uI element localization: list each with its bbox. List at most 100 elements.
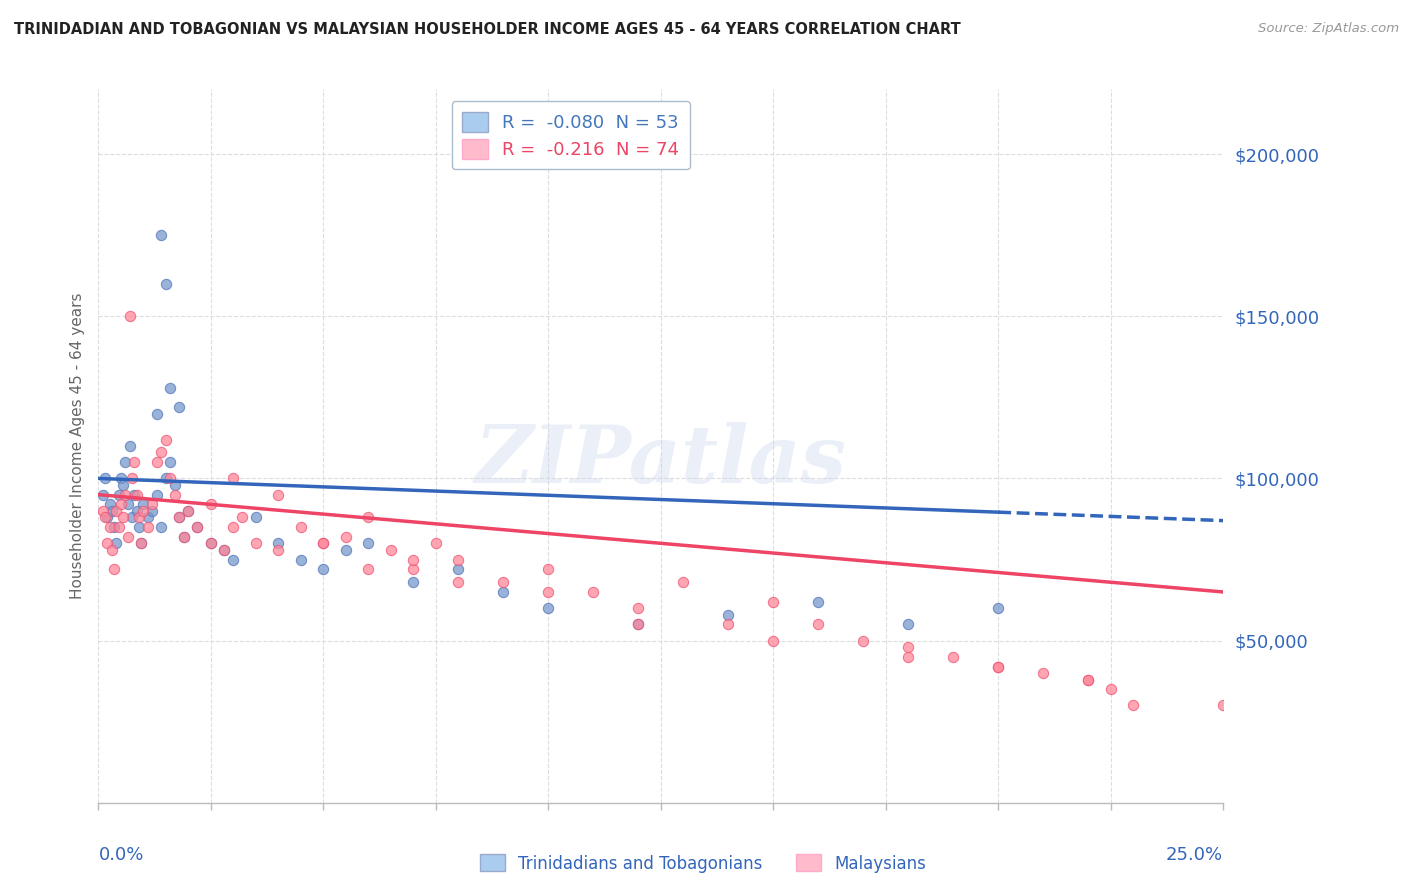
Point bbox=[186, 520, 208, 534]
Point bbox=[1122, 698, 1144, 713]
Point bbox=[447, 562, 470, 576]
Point bbox=[132, 504, 155, 518]
Point bbox=[112, 510, 135, 524]
Point bbox=[312, 562, 335, 576]
Point bbox=[537, 601, 560, 615]
Point bbox=[105, 504, 128, 518]
Point bbox=[987, 601, 1010, 615]
Point bbox=[942, 649, 965, 664]
Point bbox=[402, 562, 425, 576]
Point bbox=[129, 536, 152, 550]
Point bbox=[402, 575, 425, 590]
Point bbox=[290, 552, 312, 566]
Point bbox=[807, 595, 830, 609]
Point bbox=[117, 497, 139, 511]
Point bbox=[125, 504, 148, 518]
Point bbox=[118, 439, 141, 453]
Point bbox=[807, 617, 830, 632]
Point bbox=[627, 617, 650, 632]
Point bbox=[121, 471, 143, 485]
Point bbox=[222, 520, 245, 534]
Point bbox=[357, 536, 380, 550]
Point bbox=[897, 617, 920, 632]
Point bbox=[117, 530, 139, 544]
Point bbox=[155, 471, 177, 485]
Point bbox=[492, 575, 515, 590]
Point bbox=[447, 552, 470, 566]
Point bbox=[200, 536, 222, 550]
Text: TRINIDADIAN AND TOBAGONIAN VS MALAYSIAN HOUSEHOLDER INCOME AGES 45 - 64 YEARS CO: TRINIDADIAN AND TOBAGONIAN VS MALAYSIAN … bbox=[14, 22, 960, 37]
Point bbox=[987, 659, 1010, 673]
Legend: Trinidadians and Tobagonians, Malaysians: Trinidadians and Tobagonians, Malaysians bbox=[474, 847, 932, 880]
Point bbox=[103, 520, 125, 534]
Point bbox=[717, 607, 740, 622]
Point bbox=[110, 497, 132, 511]
Point bbox=[312, 536, 335, 550]
Point bbox=[146, 488, 169, 502]
Point bbox=[155, 433, 177, 447]
Point bbox=[128, 510, 150, 524]
Point bbox=[214, 542, 236, 557]
Point bbox=[112, 478, 135, 492]
Point bbox=[150, 445, 173, 459]
Point bbox=[159, 471, 181, 485]
Point bbox=[159, 455, 181, 469]
Legend: R =  -0.080  N = 53, R =  -0.216  N = 74: R = -0.080 N = 53, R = -0.216 N = 74 bbox=[451, 102, 690, 169]
Point bbox=[107, 520, 129, 534]
Point bbox=[169, 510, 191, 524]
Point bbox=[146, 455, 169, 469]
Text: ZIPatlas: ZIPatlas bbox=[475, 422, 846, 499]
Point bbox=[425, 536, 447, 550]
Point bbox=[129, 536, 152, 550]
Point bbox=[107, 488, 129, 502]
Point bbox=[124, 488, 146, 502]
Point bbox=[897, 649, 920, 664]
Point bbox=[124, 455, 146, 469]
Point bbox=[357, 562, 380, 576]
Point bbox=[267, 536, 290, 550]
Point bbox=[173, 530, 195, 544]
Point bbox=[118, 310, 141, 324]
Point bbox=[177, 504, 200, 518]
Point bbox=[231, 510, 253, 524]
Point bbox=[103, 562, 125, 576]
Point bbox=[1099, 682, 1122, 697]
Point bbox=[672, 575, 695, 590]
Point bbox=[214, 542, 236, 557]
Point bbox=[312, 536, 335, 550]
Point bbox=[380, 542, 402, 557]
Point bbox=[98, 520, 121, 534]
Point bbox=[101, 542, 124, 557]
Text: Source: ZipAtlas.com: Source: ZipAtlas.com bbox=[1258, 22, 1399, 36]
Point bbox=[582, 585, 605, 599]
Point bbox=[897, 640, 920, 654]
Point bbox=[163, 488, 186, 502]
Point bbox=[1077, 673, 1099, 687]
Point bbox=[105, 536, 128, 550]
Point bbox=[114, 455, 136, 469]
Point bbox=[150, 520, 173, 534]
Point bbox=[186, 520, 208, 534]
Point bbox=[357, 510, 380, 524]
Point bbox=[762, 633, 785, 648]
Point bbox=[627, 601, 650, 615]
Point bbox=[335, 530, 357, 544]
Point bbox=[128, 520, 150, 534]
Point bbox=[169, 510, 191, 524]
Point bbox=[94, 471, 117, 485]
Point bbox=[762, 595, 785, 609]
Text: 0.0%: 0.0% bbox=[98, 846, 143, 863]
Point bbox=[159, 381, 181, 395]
Point bbox=[136, 510, 159, 524]
Point bbox=[267, 542, 290, 557]
Point bbox=[141, 497, 163, 511]
Point bbox=[852, 633, 875, 648]
Point bbox=[1032, 666, 1054, 681]
Point bbox=[136, 520, 159, 534]
Point bbox=[98, 497, 121, 511]
Point bbox=[335, 542, 357, 557]
Point bbox=[200, 497, 222, 511]
Point bbox=[1212, 698, 1234, 713]
Point bbox=[177, 504, 200, 518]
Point bbox=[717, 617, 740, 632]
